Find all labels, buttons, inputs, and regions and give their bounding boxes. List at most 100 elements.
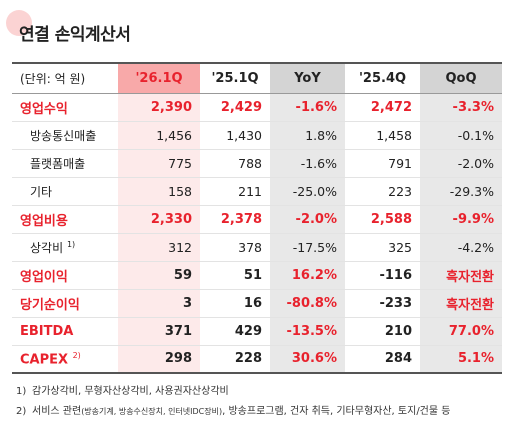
column-header: '25.4Q bbox=[345, 62, 420, 94]
footnote-text: , 방송프로그램, 건자 취득, 기타무형자산, 토지/건물 등 bbox=[222, 406, 451, 417]
column-header: '25.1Q bbox=[200, 62, 270, 94]
cell-value: 788 bbox=[200, 149, 270, 178]
cell-value: 77.0% bbox=[420, 317, 502, 346]
row-label: 방송통신매출 bbox=[30, 128, 97, 143]
cell-value: -3.3% bbox=[420, 93, 502, 122]
cell-value: 312 bbox=[118, 233, 200, 262]
cell-value: 2,472 bbox=[345, 93, 420, 122]
table-row: 방송통신매출 1,456 1,430 1.8% 1,458 -0.1% bbox=[12, 121, 502, 150]
row-label-cell: 상각비 1) bbox=[12, 233, 118, 262]
cell-value: 흑자전환 bbox=[420, 261, 502, 290]
row-label: 영업이익 bbox=[20, 269, 68, 285]
row-label: 영업수익 bbox=[20, 101, 68, 117]
cell-value: 775 bbox=[118, 149, 200, 178]
cell-value: -116 bbox=[345, 261, 420, 290]
cell-value: 228 bbox=[200, 345, 270, 374]
column-header: YoY bbox=[270, 62, 345, 94]
cell-value: 2,429 bbox=[200, 93, 270, 122]
cell-value: 284 bbox=[345, 345, 420, 374]
row-label: 상각비 bbox=[30, 240, 64, 255]
row-label-cell: 영업수익 bbox=[12, 93, 118, 122]
row-label: EBITDA bbox=[20, 323, 74, 339]
row-label-cell: 영업비용 bbox=[12, 205, 118, 234]
cell-value: -9.9% bbox=[420, 205, 502, 234]
cell-value: 429 bbox=[200, 317, 270, 346]
cell-value: 2,588 bbox=[345, 205, 420, 234]
row-label: 영업비용 bbox=[20, 213, 68, 229]
cell-value: 51 bbox=[200, 261, 270, 290]
column-header: '26.1Q bbox=[118, 62, 200, 94]
row-note: 1) bbox=[66, 239, 76, 249]
cell-value: 791 bbox=[345, 149, 420, 178]
cell-value: -2.0% bbox=[420, 149, 502, 178]
cell-value: -29.3% bbox=[420, 177, 502, 206]
income-table: (단위: 억 원) '26.1Q '25.1Q YoY '25.4Q QoQ 영업수익 2… bbox=[12, 62, 502, 374]
table-row: 영업이익 59 51 16.2% -116 흑자전환 bbox=[12, 261, 502, 290]
column-header: QoQ bbox=[420, 62, 502, 94]
footnote-text: 서비스 관련 bbox=[32, 406, 82, 417]
row-label-cell: 영업이익 bbox=[12, 261, 118, 290]
row-label-cell: CAPEX 2) bbox=[12, 345, 118, 374]
cell-value: -4.2% bbox=[420, 233, 502, 262]
table-row: 영업수익 2,390 2,429 -1.6% 2,472 -3.3% bbox=[12, 93, 502, 122]
row-label: CAPEX bbox=[20, 351, 69, 367]
cell-value: 2,330 bbox=[118, 205, 200, 234]
cell-value: 223 bbox=[345, 177, 420, 206]
table-row: 플랫폼매출 775 788 -1.6% 791 -2.0% bbox=[12, 149, 502, 178]
cell-value: 2,378 bbox=[200, 205, 270, 234]
unit-label: (단위: 억 원) bbox=[12, 62, 118, 94]
table-row: 당기순이익 3 16 -80.8% -233 흑자전환 bbox=[12, 289, 502, 318]
row-note: 2) bbox=[72, 350, 81, 360]
title: 연결 손익계산서 bbox=[19, 25, 131, 45]
cell-value: 59 bbox=[118, 261, 200, 290]
row-label-cell: 플랫폼매출 bbox=[12, 149, 118, 178]
cell-value: -1.6% bbox=[270, 149, 345, 178]
footnote-text: 감가상각비, 무형자산상각비, 사용권자산상각비 bbox=[32, 386, 229, 397]
footnote: 1) 감가상각비, 무형자산상각비, 사용권자산상각비 bbox=[16, 382, 229, 397]
cell-value: -0.1% bbox=[420, 121, 502, 150]
row-label-cell: 방송통신매출 bbox=[12, 121, 118, 150]
cell-value: 1,430 bbox=[200, 121, 270, 150]
footnote-number: 2) bbox=[16, 406, 27, 417]
cell-value: 3 bbox=[118, 289, 200, 318]
cell-value: 378 bbox=[200, 233, 270, 262]
footnote: 2) 서비스 관련(방송기계, 방송수신장치, 인터넷IDC장비), 방송프로그램… bbox=[16, 402, 450, 417]
cell-value: -13.5% bbox=[270, 317, 345, 346]
cell-value: 1,458 bbox=[345, 121, 420, 150]
cell-value: 211 bbox=[200, 177, 270, 206]
row-label: 기타 bbox=[30, 184, 53, 199]
table-row: 상각비 1) 312 378 -17.5% 325 -4.2% bbox=[12, 233, 502, 262]
table-row: 기타 158 211 -25.0% 223 -29.3% bbox=[12, 177, 502, 206]
cell-value: -233 bbox=[345, 289, 420, 318]
cell-value: 흑자전환 bbox=[420, 289, 502, 318]
footnote-number: 1) bbox=[16, 386, 27, 397]
cell-value: 5.1% bbox=[420, 345, 502, 374]
row-label-cell: 기타 bbox=[12, 177, 118, 206]
cell-value: -25.0% bbox=[270, 177, 345, 206]
cell-value: -80.8% bbox=[270, 289, 345, 318]
row-label-cell: 당기순이익 bbox=[12, 289, 118, 318]
footnote-detail: (방송기계, 방송수신장치, 인터넷IDC장비) bbox=[81, 407, 223, 416]
title-decoration bbox=[6, 10, 32, 36]
cell-value: 2,390 bbox=[118, 93, 200, 122]
cell-value: 210 bbox=[345, 317, 420, 346]
cell-value: 1.8% bbox=[270, 121, 345, 150]
table-row: 영업비용 2,330 2,378 -2.0% 2,588 -9.9% bbox=[12, 205, 502, 234]
table-row: EBITDA 371 429 -13.5% 210 77.0% bbox=[12, 317, 502, 346]
cell-value: 16.2% bbox=[270, 261, 345, 290]
cell-value: 30.6% bbox=[270, 345, 345, 374]
row-label-cell: EBITDA bbox=[12, 317, 118, 346]
cell-value: -17.5% bbox=[270, 233, 345, 262]
cell-value: -1.6% bbox=[270, 93, 345, 122]
row-label: 플랫폼매출 bbox=[30, 156, 86, 171]
table-body: 영업수익 2,390 2,429 -1.6% 2,472 -3.3% 방송통신매출 1,456… bbox=[12, 93, 502, 374]
row-label: 당기순이익 bbox=[20, 297, 80, 313]
cell-value: 16 bbox=[200, 289, 270, 318]
cell-value: -2.0% bbox=[270, 205, 345, 234]
cell-value: 158 bbox=[118, 177, 200, 206]
cell-value: 298 bbox=[118, 345, 200, 374]
table-row: CAPEX 2) 298 228 30.6% 284 5.1% bbox=[12, 345, 502, 374]
cell-value: 1,456 bbox=[118, 121, 200, 150]
header-row: (단위: 억 원) '26.1Q '25.1Q YoY '25.4Q QoQ bbox=[12, 62, 502, 94]
cell-value: 371 bbox=[118, 317, 200, 346]
